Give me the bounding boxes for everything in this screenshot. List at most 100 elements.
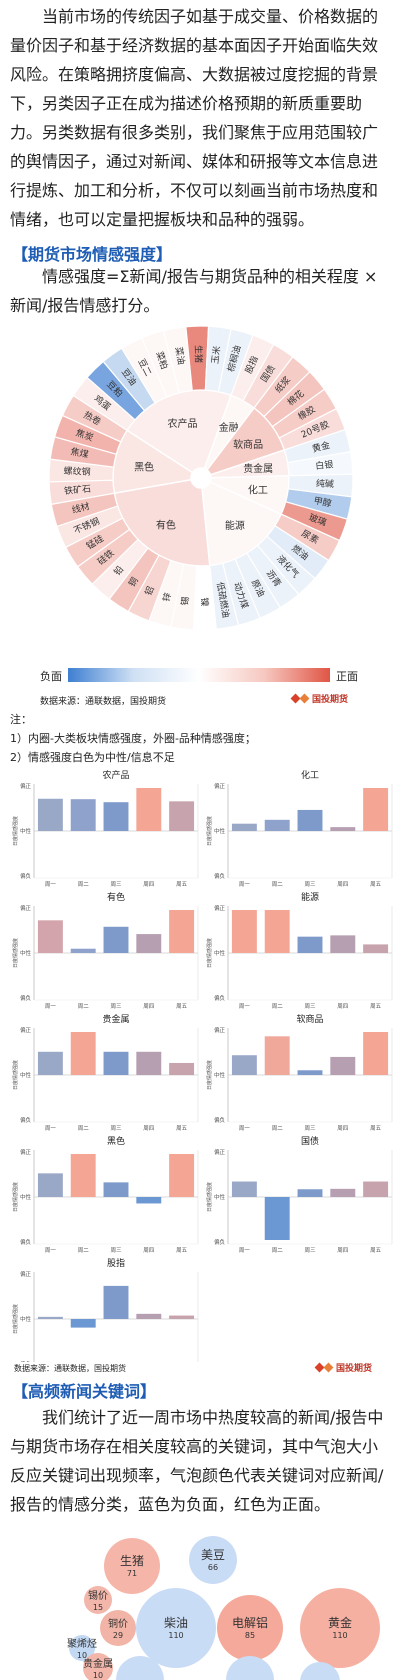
sector-inner-label: 黑色 xyxy=(134,460,154,473)
panel-title: 化工 xyxy=(301,770,319,781)
x-tick-label: 周五 xyxy=(370,1247,382,1254)
x-tick-label: 周三 xyxy=(304,881,316,888)
y-tick-top: 偏正 xyxy=(20,904,32,912)
y-tick-bottom: 偏负 xyxy=(20,994,32,1002)
x-tick-label: 周一 xyxy=(239,1247,251,1254)
y-tick-bottom: 偏负 xyxy=(214,994,226,1002)
x-tick-label: 周二 xyxy=(272,1125,284,1132)
bubble-label: 贵金属 xyxy=(83,1657,113,1670)
bar-周三 xyxy=(103,802,129,831)
bar-周四 xyxy=(136,1313,162,1319)
legend-negative-label: 负面 xyxy=(40,670,62,683)
sector-outer-label: 铝 xyxy=(142,584,157,597)
bar-周四 xyxy=(330,827,356,831)
bubble-count: 15 xyxy=(93,1603,103,1612)
sector-inner-label: 能源 xyxy=(225,519,245,532)
x-tick-label: 周三 xyxy=(304,1003,316,1010)
sector-outer-41 xyxy=(50,492,119,528)
y-tick-top: 偏正 xyxy=(20,1270,32,1278)
x-tick-label: 周二 xyxy=(78,1003,90,1010)
x-tick-label: 周一 xyxy=(45,1247,57,1254)
intro-paragraph-1: 当前市场的传统因子如基于成交量、价格数据的量价因子和基于经济数据的基本面因子开始… xyxy=(10,7,379,142)
x-tick-label: 周四 xyxy=(143,1003,154,1010)
sector-outer-label: 锌 xyxy=(160,591,174,603)
y-tick-top: 偏正 xyxy=(20,1148,32,1156)
y-axis-label: 日度情感强度 xyxy=(12,1060,19,1090)
bubble-label: 黄金 xyxy=(328,1615,352,1630)
y-tick-top: 偏正 xyxy=(214,904,226,912)
sector-outer-label: 白银 xyxy=(315,458,334,472)
bar-周五 xyxy=(169,801,195,831)
sector-inner-label: 贵金属 xyxy=(243,462,273,475)
x-tick-label: 周二 xyxy=(272,1247,284,1254)
y-tick-top: 偏正 xyxy=(214,1026,226,1034)
x-tick-label: 周五 xyxy=(176,881,188,888)
section-title-keywords: 【高频新闻关键词】 xyxy=(12,1382,157,1401)
bar-周三 xyxy=(103,1051,129,1075)
y-tick-bottom: 偏负 xyxy=(214,1238,226,1246)
y-tick-mid: 中性 xyxy=(214,949,226,957)
bar-周三 xyxy=(103,926,129,953)
bar-周四 xyxy=(330,1056,356,1075)
y-axis-label: 日度情感强度 xyxy=(206,1182,213,1212)
x-tick-label: 周三 xyxy=(110,1247,122,1254)
bubble-circle xyxy=(189,1536,237,1584)
bubble-label: 柴油 xyxy=(164,1616,188,1630)
x-tick-label: 周五 xyxy=(370,881,382,888)
bubble-label: 电解铝 xyxy=(232,1615,268,1630)
y-tick-mid: 中性 xyxy=(20,827,32,835)
bubble-count: 29 xyxy=(113,1631,123,1640)
y-axis-label: 日度情感强度 xyxy=(206,938,213,968)
legend-positive-label: 正面 xyxy=(336,670,358,683)
y-tick-bottom: 偏负 xyxy=(20,872,32,880)
bubble-label: 铜价 xyxy=(108,1618,128,1630)
keywords-description: 我们统计了近一周市场中热度较高的新闻/报告中与期货市场存在相关度较高的关键词，其… xyxy=(10,1408,384,1514)
sector-inner-label: 金融 xyxy=(219,421,239,434)
brand-logo: 国投期货 xyxy=(290,692,348,705)
x-tick-label: 周三 xyxy=(304,1247,316,1254)
x-tick-label: 周四 xyxy=(143,1125,154,1132)
x-tick-label: 周二 xyxy=(78,1247,90,1254)
sector-inner-label: 农产品 xyxy=(168,417,198,430)
bar-周一 xyxy=(231,910,257,953)
x-tick-label: 周二 xyxy=(78,881,90,888)
bar-周四 xyxy=(136,934,162,953)
x-tick-label: 周三 xyxy=(304,1125,316,1132)
bubble-count: 85 xyxy=(245,1631,255,1640)
bubble-circle xyxy=(116,1656,164,1680)
intro-paragraph-2: 另类数据有很多类别，我们聚焦于应用范围较广的舆情因子，通过对新闻、媒体和研报等文… xyxy=(10,123,379,229)
panel-title: 股指 xyxy=(107,1257,125,1269)
bar-周二 xyxy=(70,1032,96,1075)
bar-周四 xyxy=(330,1188,356,1197)
note-1: 1）内圈-大类板块情感强度，外圈-品种情感强度； xyxy=(10,732,256,745)
note-2: 2）情感强度白色为中性/信息不足 xyxy=(10,751,175,764)
bar-周一 xyxy=(231,1055,257,1075)
panel-title: 能源 xyxy=(301,891,319,903)
bar-周二 xyxy=(264,910,290,953)
y-tick-mid: 中性 xyxy=(214,827,226,835)
x-tick-label: 周五 xyxy=(176,1247,188,1254)
notes-head: 注： xyxy=(10,713,32,726)
bar-周四 xyxy=(136,1051,162,1075)
sector-outer-label: 甲醇 xyxy=(313,494,333,509)
x-tick-label: 周三 xyxy=(110,1003,122,1010)
bubble-circle xyxy=(83,1653,113,1680)
sunburst-source: 数据来源：通联数据，国投期货 xyxy=(40,697,167,707)
x-tick-label: 周二 xyxy=(272,1003,284,1010)
keyword-bubble xyxy=(116,1656,164,1680)
sentiment-legend: 负面 正面 xyxy=(40,666,360,686)
panel-title: 有色 xyxy=(107,891,125,903)
bubble-label: 生猪 xyxy=(120,1554,144,1568)
x-tick-label: 周一 xyxy=(239,1125,251,1132)
x-tick-label: 周四 xyxy=(337,1003,348,1010)
logo-mark-icon xyxy=(299,693,310,704)
y-tick-top: 偏正 xyxy=(214,782,226,790)
bubble-circle xyxy=(300,1588,380,1668)
